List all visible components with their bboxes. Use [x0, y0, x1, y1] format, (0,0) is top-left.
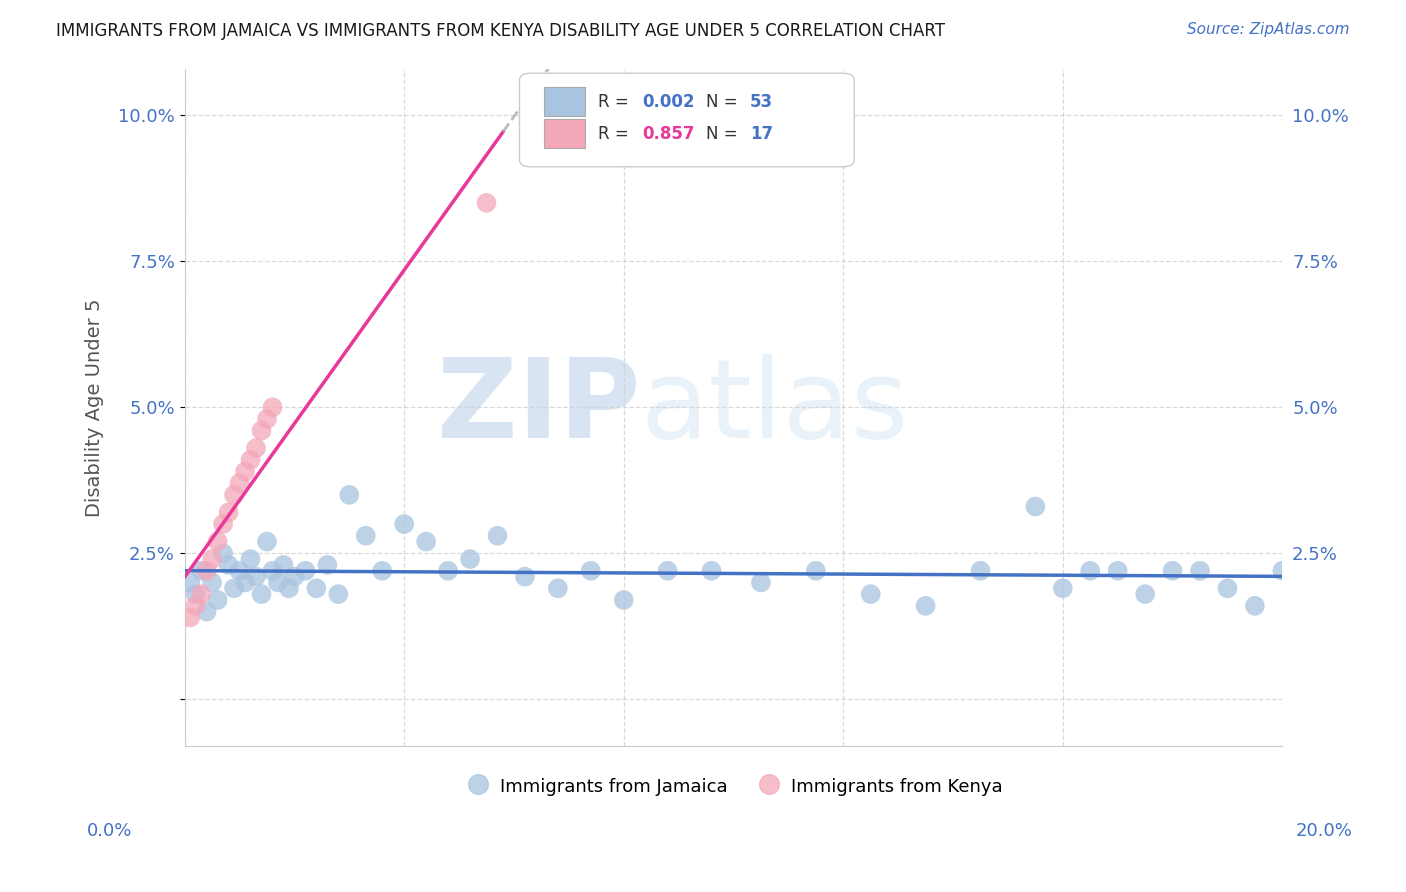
Text: 17: 17	[749, 125, 773, 143]
Point	[1107, 564, 1129, 578]
Point	[1244, 599, 1267, 613]
Point	[749, 575, 772, 590]
Point	[212, 517, 235, 532]
Point	[262, 401, 284, 415]
Y-axis label: Disability Age Under 5: Disability Age Under 5	[86, 298, 104, 516]
Point	[657, 564, 679, 578]
Point	[195, 564, 218, 578]
Point	[486, 529, 509, 543]
Point	[415, 534, 437, 549]
FancyBboxPatch shape	[544, 87, 585, 116]
Point	[914, 599, 936, 613]
Point	[218, 505, 240, 519]
Point	[233, 575, 256, 590]
Point	[513, 569, 536, 583]
Point	[437, 564, 460, 578]
Point	[579, 564, 602, 578]
Point	[218, 558, 240, 572]
Point	[613, 593, 636, 607]
Point	[1052, 582, 1074, 596]
Point	[1133, 587, 1156, 601]
Text: IMMIGRANTS FROM JAMAICA VS IMMIGRANTS FROM KENYA DISABILITY AGE UNDER 5 CORRELAT: IMMIGRANTS FROM JAMAICA VS IMMIGRANTS FR…	[56, 22, 945, 40]
Point	[969, 564, 991, 578]
Point	[458, 552, 481, 566]
Text: 53: 53	[749, 93, 773, 111]
Point	[392, 517, 415, 532]
Point	[239, 452, 262, 467]
Point	[267, 575, 290, 590]
Point	[294, 564, 316, 578]
Text: R =: R =	[599, 93, 634, 111]
Point	[371, 564, 394, 578]
Point	[239, 552, 262, 566]
Text: 20.0%: 20.0%	[1296, 822, 1353, 840]
Point	[1189, 564, 1212, 578]
Text: 0.0%: 0.0%	[87, 822, 132, 840]
FancyBboxPatch shape	[544, 120, 585, 148]
Point	[700, 564, 723, 578]
Point	[228, 564, 250, 578]
Point	[475, 195, 498, 210]
Point	[190, 564, 212, 578]
Point	[207, 593, 229, 607]
Point	[245, 441, 267, 455]
Point	[212, 546, 235, 560]
Point	[201, 552, 224, 566]
Point	[547, 582, 569, 596]
Point	[1161, 564, 1184, 578]
Point	[859, 587, 882, 601]
Point	[184, 599, 207, 613]
Point	[250, 424, 273, 438]
FancyBboxPatch shape	[519, 73, 855, 167]
Point	[179, 610, 201, 624]
Point	[201, 575, 224, 590]
Point	[354, 529, 377, 543]
Point	[262, 564, 284, 578]
Point	[278, 582, 301, 596]
Point	[283, 569, 305, 583]
Point	[190, 587, 212, 601]
Point	[250, 587, 273, 601]
Legend: Immigrants from Jamaica, Immigrants from Kenya: Immigrants from Jamaica, Immigrants from…	[457, 768, 1010, 805]
Point	[328, 587, 350, 601]
Point	[256, 534, 278, 549]
Point	[222, 488, 245, 502]
Point	[337, 488, 360, 502]
Point	[184, 587, 207, 601]
Point	[207, 534, 229, 549]
Text: ZIP: ZIP	[437, 354, 640, 461]
Text: Source: ZipAtlas.com: Source: ZipAtlas.com	[1187, 22, 1350, 37]
Point	[179, 575, 201, 590]
Point	[228, 476, 250, 491]
Point	[1271, 564, 1294, 578]
Text: N =: N =	[706, 125, 742, 143]
Point	[1024, 500, 1046, 514]
Text: 0.002: 0.002	[643, 93, 695, 111]
Point	[256, 412, 278, 426]
Point	[804, 564, 827, 578]
Point	[305, 582, 328, 596]
Point	[222, 582, 245, 596]
Point	[316, 558, 339, 572]
Point	[233, 465, 256, 479]
Text: N =: N =	[706, 93, 742, 111]
Point	[245, 569, 267, 583]
Text: R =: R =	[599, 125, 634, 143]
Point	[1078, 564, 1101, 578]
Point	[273, 558, 295, 572]
Text: atlas: atlas	[640, 354, 908, 461]
Point	[1216, 582, 1239, 596]
Text: 0.857: 0.857	[643, 125, 695, 143]
Point	[195, 605, 218, 619]
